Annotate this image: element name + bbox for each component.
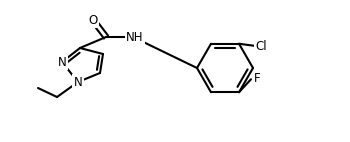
Text: N: N [74,76,82,88]
Text: Cl: Cl [255,40,267,53]
Text: NH: NH [126,31,144,43]
Text: O: O [88,13,98,27]
Text: N: N [58,56,66,68]
Text: F: F [254,72,260,85]
